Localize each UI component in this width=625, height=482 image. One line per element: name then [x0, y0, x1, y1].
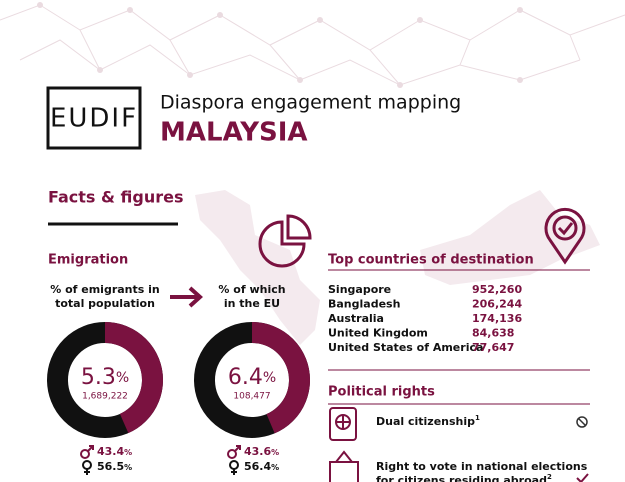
female-icon [229, 460, 239, 470]
male-icon [234, 445, 241, 452]
female-icon [231, 469, 237, 475]
caption: % of emigrants in [50, 283, 160, 296]
donut-count: 1,689,222 [82, 392, 128, 402]
right-label: Dual citizenship1 [376, 414, 480, 428]
section-title: Facts & figures [48, 188, 184, 207]
country-count: 952,260 [472, 283, 522, 296]
unit: % [271, 463, 279, 472]
right-label: for citizens residing abroad2 [376, 473, 552, 482]
note: 1 [475, 414, 480, 422]
unit: % [263, 370, 276, 386]
country-name: United States of America [328, 341, 483, 354]
country: MALAYSIA [160, 118, 308, 148]
label: Dual citizenship [376, 415, 475, 428]
value: 43.6 [244, 445, 271, 458]
male-icon [80, 449, 90, 459]
country-count: 174,136 [472, 312, 522, 325]
caption: total population [55, 297, 155, 310]
value: 56.4 [244, 460, 271, 473]
country-count: 77,647 [472, 341, 514, 354]
male-icon [87, 445, 94, 452]
country-count: 206,244 [472, 298, 522, 311]
no-icon [576, 416, 588, 428]
background-network [0, 2, 625, 88]
donut-value: 6.4% [228, 365, 276, 390]
female-icon [84, 469, 90, 475]
logo: EUDIF [46, 86, 142, 150]
female-icon [82, 460, 92, 470]
male-share: 43.4% [97, 445, 132, 458]
pin-icon [544, 207, 586, 265]
country-count: 84,638 [472, 327, 514, 340]
unit: % [124, 448, 132, 457]
unit: % [271, 448, 279, 457]
female-share: 56.5% [97, 460, 132, 473]
title: Diaspora engagement mapping [160, 92, 461, 114]
destinations-title: Top countries of destination [328, 253, 534, 268]
caption: % of which [218, 283, 285, 296]
female-share: 56.4% [244, 460, 279, 473]
donut-count: 108,477 [233, 392, 270, 402]
map-shape [195, 190, 600, 345]
passport-icon [329, 407, 357, 441]
value: 43.4 [97, 445, 124, 458]
caption: in the EU [224, 297, 280, 310]
country-name: Australia [328, 312, 384, 325]
ballot-icon [329, 450, 359, 482]
note: 2 [547, 473, 552, 481]
label: for citizens residing abroad [376, 474, 547, 482]
male-share: 43.6% [244, 445, 279, 458]
donut-segment [105, 322, 164, 434]
country-name: Bangladesh [328, 298, 400, 311]
value: 5.3 [81, 365, 116, 390]
logo-text: EUDIF [50, 104, 138, 134]
right-label: Right to vote in national elections [376, 460, 588, 473]
label: Right to vote in national elections [376, 460, 588, 473]
country-name: United Kingdom [328, 327, 428, 340]
donut-value: 5.3% [81, 365, 129, 390]
unit: % [116, 370, 129, 386]
unit: % [124, 463, 132, 472]
value: 56.5 [97, 460, 124, 473]
donut-segment [252, 322, 310, 434]
emigration-title: Emigration [48, 253, 128, 268]
rights-title: Political rights [328, 385, 435, 400]
check-icon [576, 473, 589, 482]
pie-icon [258, 214, 312, 268]
male-icon [227, 449, 237, 459]
value: 6.4 [228, 365, 263, 390]
country-name: Singapore [328, 283, 391, 296]
arrow [170, 286, 203, 308]
